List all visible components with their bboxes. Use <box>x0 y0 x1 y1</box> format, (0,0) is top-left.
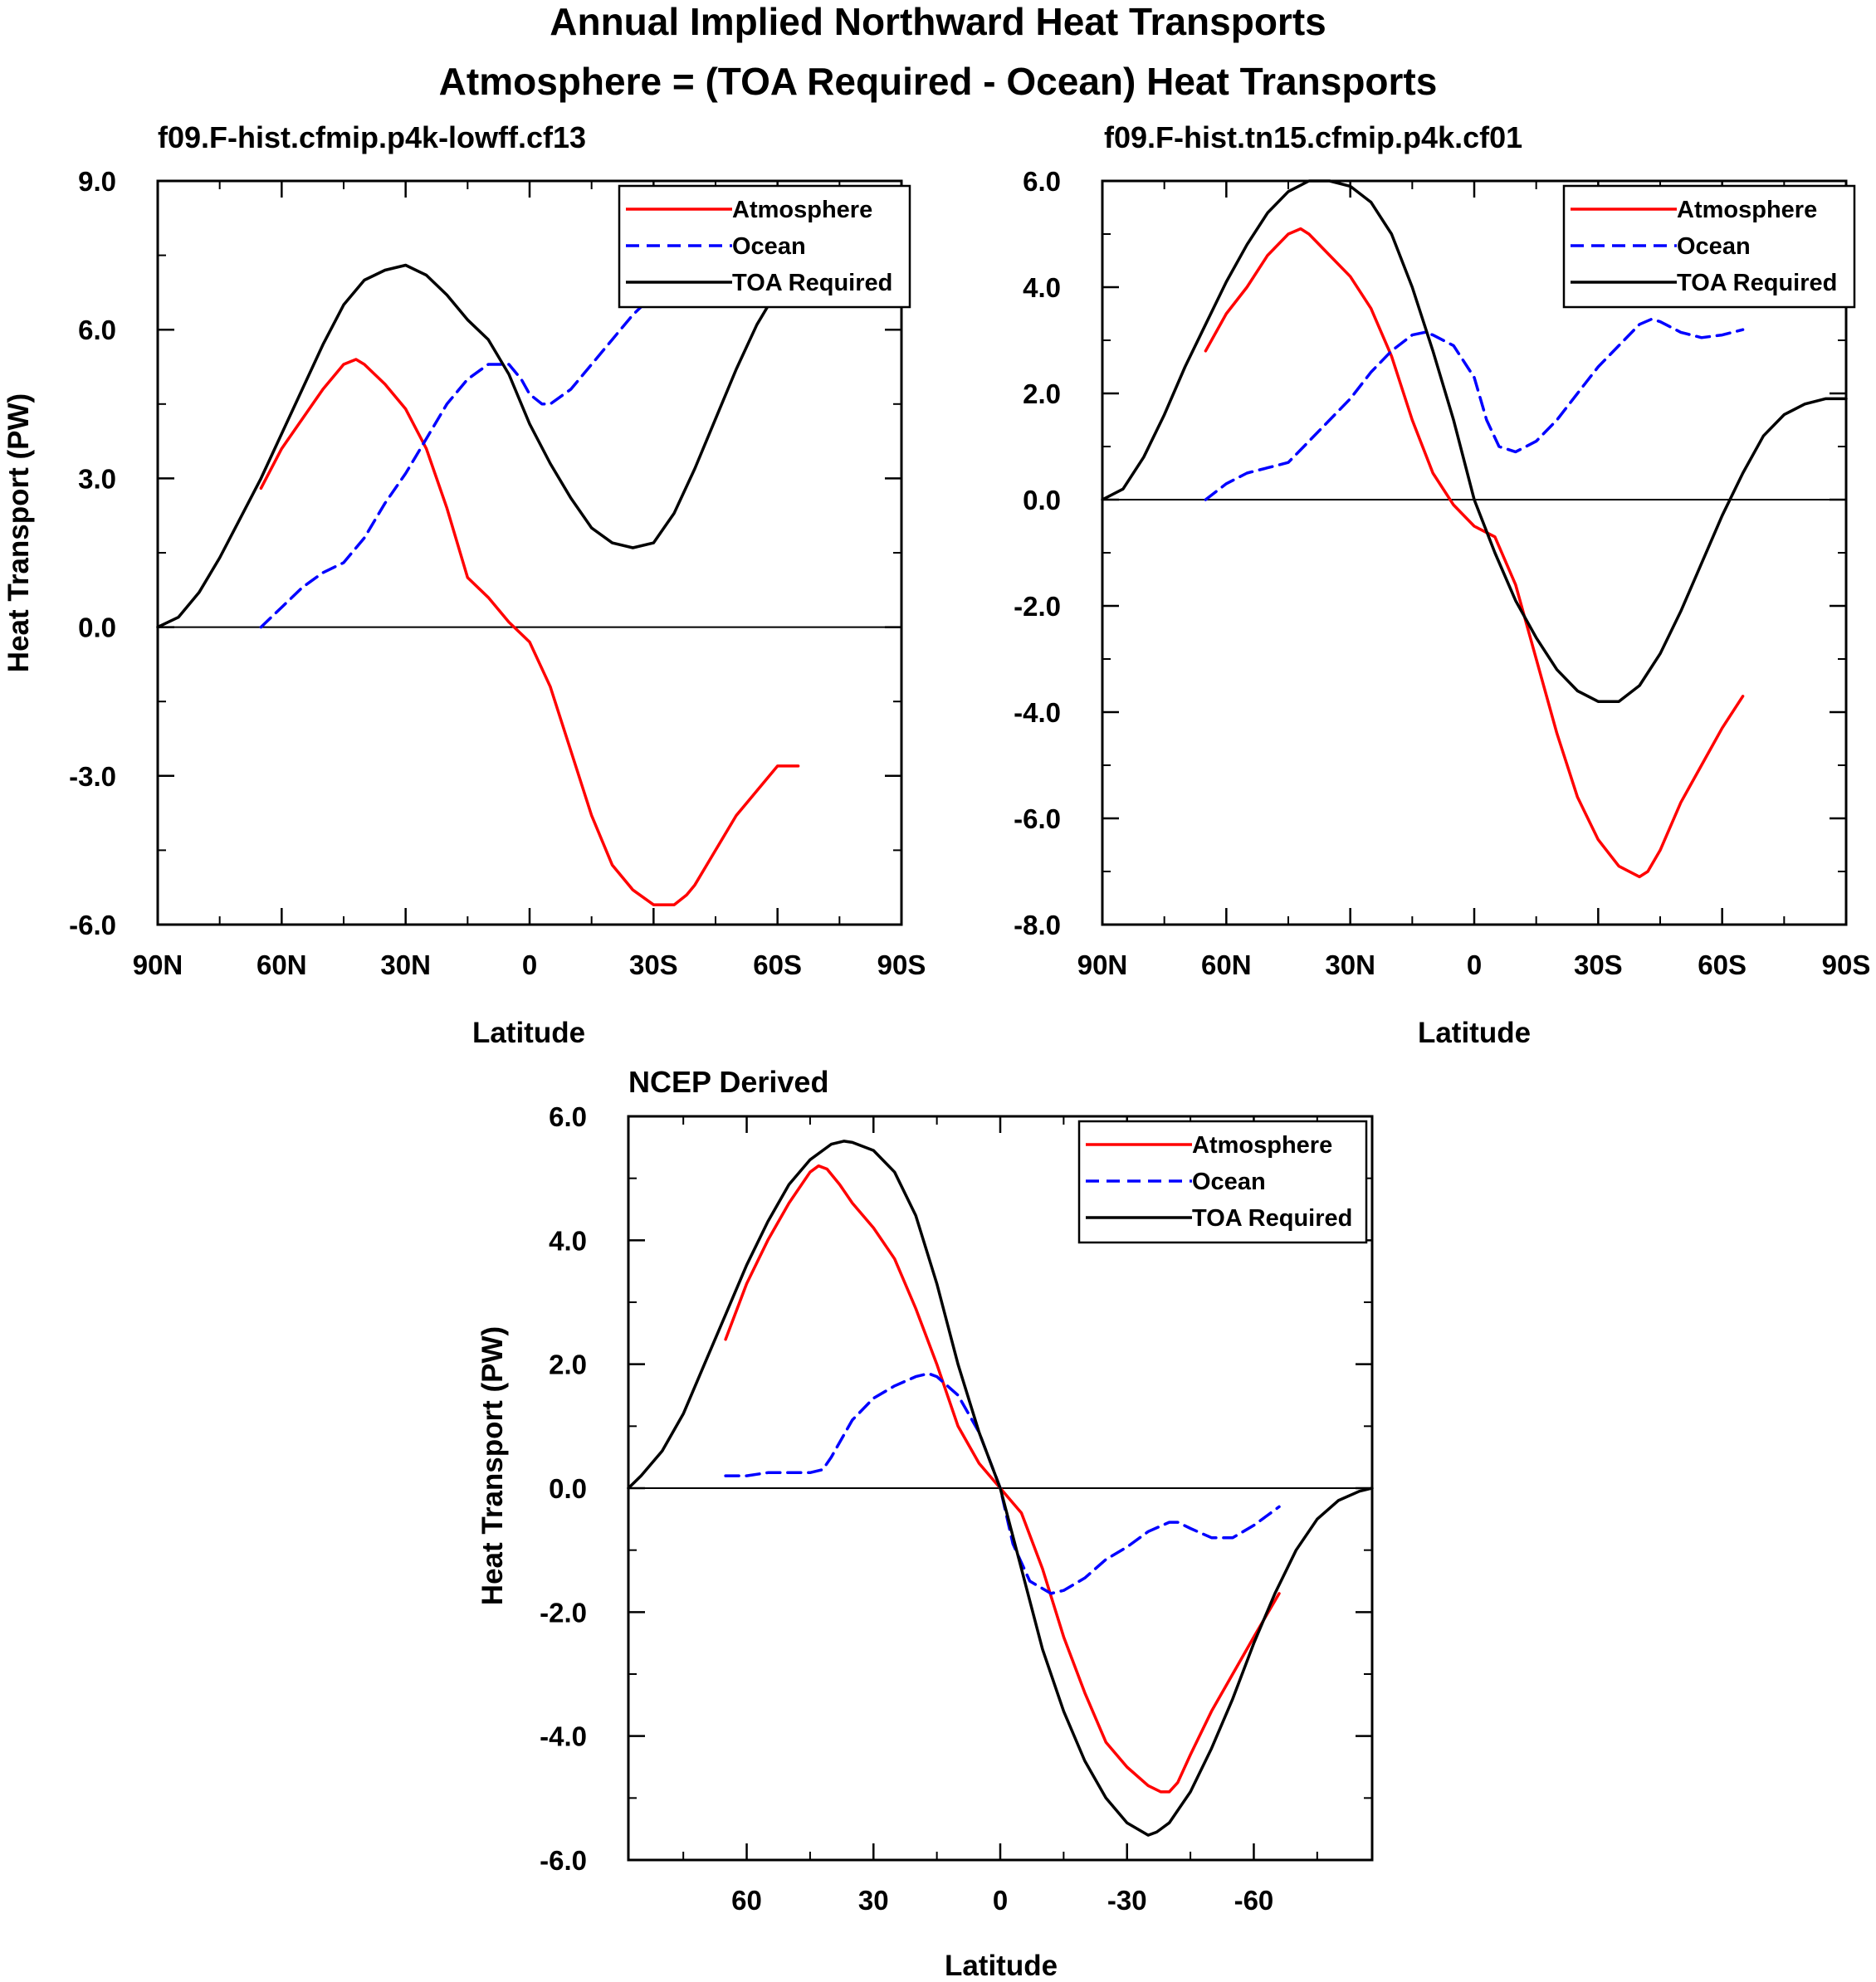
legend-box <box>1077 1120 1368 1244</box>
figure-title-line1: Annual Implied Northward Heat Transports <box>550 0 1326 43</box>
x-tick-label: 60 <box>731 1885 762 1916</box>
x-tick-label: -60 <box>1234 1885 1274 1916</box>
legend-label: Ocean <box>732 233 806 260</box>
y-tick-label: -6.0 <box>540 1845 587 1876</box>
x-tick-label: 30N <box>380 950 431 980</box>
legend: Atmosphere Ocean TOA Required <box>1077 1120 1368 1244</box>
y-tick-label: 0.0 <box>78 613 116 643</box>
y-axis-label: Heat Transport (PW) <box>2 393 35 672</box>
x-axis-label: Latitude <box>472 1017 585 1049</box>
series-line-atmosphere <box>259 358 800 906</box>
legend-label: TOA Required <box>732 270 892 296</box>
figure-title-line2: Atmosphere = (TOA Required - Ocean) Heat… <box>439 60 1438 103</box>
y-tick-label: -8.0 <box>1014 910 1061 940</box>
y-tick-label: 4.0 <box>1023 272 1061 303</box>
panel-cf13: f09.F-hist.cfmip.p4k-lowff.cf13 Latitude… <box>2 120 926 1049</box>
y-tick-label: 2.0 <box>549 1350 587 1380</box>
series-line-toa-required <box>627 1140 1374 1837</box>
x-tick-label: 60N <box>256 950 307 980</box>
legend-label: Atmosphere <box>1677 197 1817 223</box>
y-tick-label: 3.0 <box>78 463 116 494</box>
panel-cf01: f09.F-hist.tn15.cfmip.p4k.cf01 Latitude … <box>1014 120 1870 1049</box>
series-line-atmosphere <box>724 1164 1281 1794</box>
x-tick-label: 30S <box>1574 950 1623 980</box>
y-tick-label: 6.0 <box>1023 166 1061 197</box>
x-axis-label: Latitude <box>1418 1017 1531 1049</box>
x-tick-label: 0 <box>1467 950 1482 980</box>
x-tick-label: 30S <box>629 950 678 980</box>
series-line-ocean <box>1204 317 1745 501</box>
x-tick-label: 60S <box>1698 950 1747 980</box>
y-tick-label: 0.0 <box>1023 485 1061 515</box>
x-tick-label: 90N <box>1077 950 1128 980</box>
x-tick-label: 30N <box>1325 950 1375 980</box>
y-tick-label: 6.0 <box>78 315 116 345</box>
y-axis-label: Heat Transport (PW) <box>476 1326 509 1605</box>
legend-label: Ocean <box>1677 233 1751 260</box>
series-line-atmosphere <box>1204 227 1745 879</box>
y-tick-label: -4.0 <box>540 1721 587 1752</box>
plot-frame <box>1101 179 1848 926</box>
y-tick-label: 2.0 <box>1023 378 1061 409</box>
y-tick-label: -4.0 <box>1014 697 1061 728</box>
legend: Atmosphere Ocean TOA Required <box>1562 184 1856 309</box>
legend: Atmosphere Ocean TOA Required <box>618 184 911 309</box>
x-tick-label: 90N <box>133 950 183 980</box>
y-tick-label: -6.0 <box>69 910 116 940</box>
y-tick-label: 0.0 <box>549 1473 587 1504</box>
legend-label: Atmosphere <box>732 197 872 223</box>
x-tick-label: 90S <box>1822 950 1871 980</box>
y-tick-label: -2.0 <box>540 1597 587 1628</box>
plot-frame <box>156 179 903 926</box>
plot-frame <box>627 1115 1374 1862</box>
panel-ncep: NCEP Derived Latitude Heat Transport (PW… <box>476 1065 1374 1982</box>
y-tick-label: 4.0 <box>549 1225 587 1256</box>
x-tick-label: 60N <box>1201 950 1252 980</box>
x-axis-label: Latitude <box>945 1950 1058 1982</box>
x-tick-label: -30 <box>1107 1885 1147 1916</box>
legend-label: TOA Required <box>1677 270 1837 296</box>
legend-label: TOA Required <box>1192 1205 1352 1232</box>
x-tick-label: 0 <box>993 1885 1008 1916</box>
y-tick-label: 9.0 <box>78 166 116 197</box>
series-line-toa-required <box>1101 179 1848 703</box>
x-tick-label: 30 <box>858 1885 889 1916</box>
series-line-ocean <box>724 1372 1281 1595</box>
y-tick-label: -6.0 <box>1014 803 1061 834</box>
legend-label: Atmosphere <box>1192 1132 1332 1159</box>
x-tick-label: 60S <box>753 950 802 980</box>
y-tick-label: -2.0 <box>1014 591 1061 622</box>
panel-title: f09.F-hist.tn15.cfmip.p4k.cf01 <box>1104 120 1522 154</box>
panel-title: NCEP Derived <box>628 1065 828 1099</box>
x-tick-label: 0 <box>522 950 537 980</box>
panel-title: f09.F-hist.cfmip.p4k-lowff.cf13 <box>158 120 586 154</box>
y-tick-label: 6.0 <box>549 1101 587 1132</box>
legend-label: Ocean <box>1192 1169 1266 1195</box>
x-tick-label: 90S <box>877 950 926 980</box>
y-tick-label: -3.0 <box>69 761 116 792</box>
